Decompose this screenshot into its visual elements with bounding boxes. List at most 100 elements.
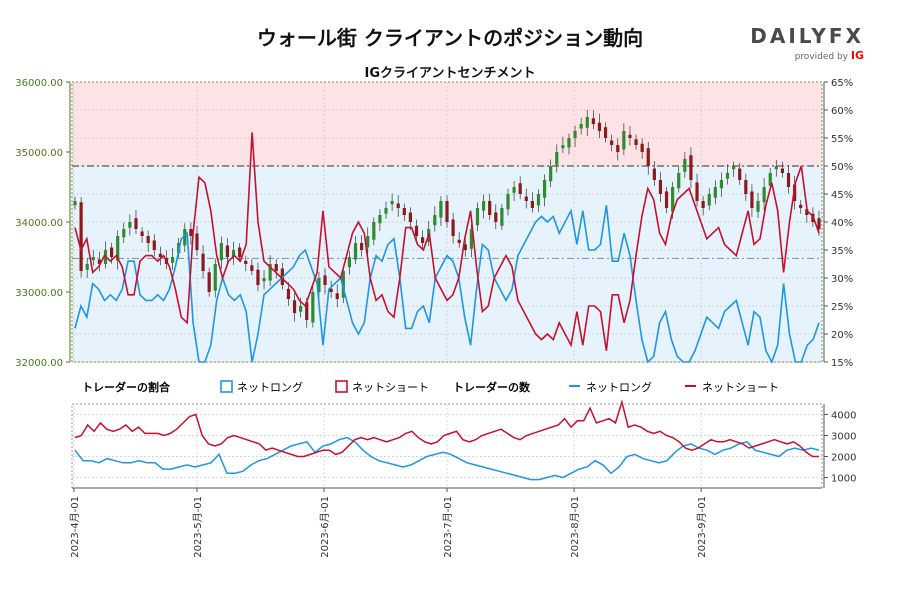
- candle-body: [481, 201, 486, 211]
- candle: [713, 180, 717, 205]
- candle: [689, 147, 693, 189]
- price-tick-label: 33000.00: [15, 288, 63, 299]
- candle: [262, 270, 266, 290]
- candle-body: [317, 278, 321, 292]
- candle: [756, 192, 760, 218]
- candle-body: [286, 288, 291, 299]
- percent-tick-label: 60%: [831, 106, 853, 117]
- candle: [695, 173, 699, 207]
- candle: [91, 250, 95, 266]
- candle-body: [256, 269, 260, 285]
- candle: [122, 222, 126, 243]
- candle-body: [207, 272, 211, 292]
- percent-tick-label: 15%: [831, 358, 853, 369]
- date-tick-label: 2023-5月-01: [192, 496, 204, 558]
- candle-body: [231, 250, 236, 257]
- candle: [402, 203, 406, 222]
- candle: [469, 224, 473, 258]
- candle-body: [512, 187, 516, 193]
- candle: [603, 122, 608, 143]
- candle: [780, 161, 785, 178]
- candle: [445, 195, 449, 228]
- candle: [732, 161, 736, 178]
- candle: [366, 227, 370, 257]
- candle-body: [311, 292, 315, 323]
- candle: [97, 251, 101, 272]
- candle-body: [567, 138, 571, 148]
- candle: [231, 241, 236, 265]
- candle-body: [244, 260, 248, 264]
- candle: [579, 117, 583, 135]
- candle-body: [695, 182, 699, 201]
- legend-ratio-long: ネットロング: [237, 380, 303, 394]
- page-title: ウォール街 クライアントのポジション動向: [256, 26, 644, 50]
- candle-body: [329, 288, 333, 292]
- candle-body: [719, 180, 724, 189]
- candle: [701, 196, 705, 216]
- candle: [646, 141, 650, 175]
- candle: [274, 259, 278, 279]
- candle-body: [299, 306, 303, 312]
- candle-body: [225, 245, 230, 257]
- candle: [549, 159, 553, 187]
- candle: [73, 196, 77, 210]
- count-tick-label: 4000: [831, 411, 856, 422]
- candle-body: [689, 155, 693, 180]
- candle: [292, 292, 297, 322]
- candle-body: [195, 233, 199, 250]
- candle: [585, 109, 589, 136]
- candle-body: [128, 222, 132, 228]
- candle-body: [341, 271, 345, 298]
- candle: [640, 138, 644, 159]
- legend-ratio-long-swatch: [220, 380, 233, 393]
- chart-subtitle: IGクライアントセンチメント: [364, 66, 536, 81]
- candle-body: [585, 117, 589, 128]
- candle: [79, 197, 83, 278]
- candle-body: [451, 219, 455, 236]
- reference-lines: [72, 165, 822, 259]
- candle-body: [97, 259, 101, 264]
- candle: [481, 194, 486, 219]
- candle: [329, 280, 333, 299]
- candle-body: [640, 143, 644, 152]
- candle: [457, 232, 461, 248]
- candle-body: [536, 194, 541, 206]
- candle-body: [79, 202, 83, 271]
- candle: [244, 255, 248, 272]
- percent-tick-label: 25%: [831, 302, 853, 313]
- logo-tagline-text: provided by: [794, 52, 848, 62]
- candle-body: [116, 236, 120, 261]
- candle: [116, 230, 120, 270]
- candle-body: [402, 208, 406, 215]
- candle-body: [616, 145, 620, 152]
- candle: [512, 180, 516, 201]
- date-tick-label: 2023-8月-01: [569, 496, 581, 558]
- candle: [439, 196, 443, 226]
- candle-body: [335, 293, 339, 299]
- candle: [170, 248, 175, 271]
- candle: [597, 113, 602, 139]
- candle-body: [152, 240, 156, 250]
- candle: [475, 202, 480, 232]
- candle: [286, 282, 291, 306]
- candle-body: [524, 196, 528, 201]
- date-tick-label: 2023-6月-01: [319, 496, 331, 558]
- candle-body: [201, 253, 205, 271]
- candle: [591, 110, 595, 130]
- legend-ratio-short: ネットショート: [352, 381, 429, 394]
- candle: [189, 222, 193, 245]
- candle-body: [445, 201, 449, 222]
- percent-tick-label: 35%: [831, 246, 853, 257]
- candle: [494, 204, 498, 230]
- candle: [738, 163, 742, 185]
- candle-body: [213, 264, 217, 291]
- candle: [335, 284, 339, 308]
- candle: [725, 164, 730, 185]
- candle-body: [549, 166, 553, 182]
- candle: [524, 188, 528, 209]
- candle-body: [573, 131, 577, 138]
- candle: [219, 236, 223, 270]
- percent-tick-label: 55%: [831, 134, 853, 145]
- candle: [341, 265, 345, 304]
